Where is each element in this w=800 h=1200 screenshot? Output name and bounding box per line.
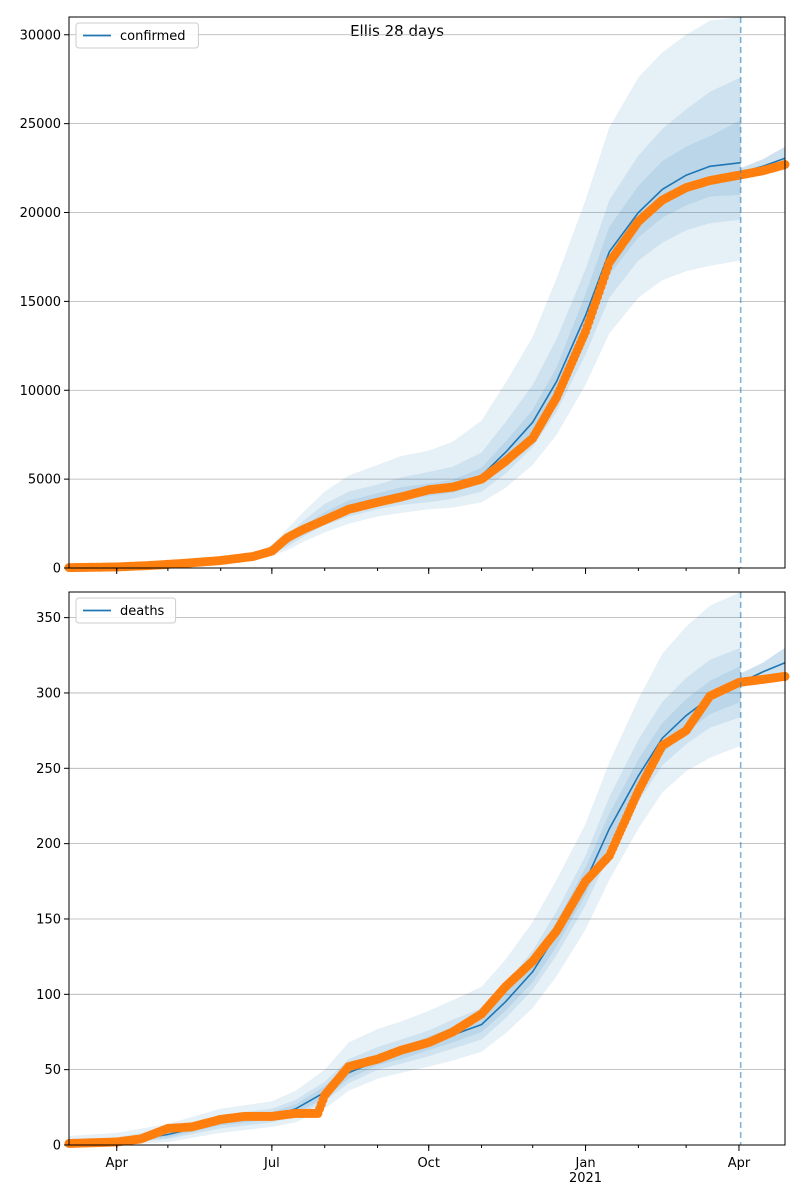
x-tick-label: Apr xyxy=(728,1156,751,1171)
x-tick-label: Jan xyxy=(575,1156,596,1171)
legend-box xyxy=(75,597,177,624)
uncertainty-band-outer xyxy=(69,17,741,568)
y-tick-label: 0 xyxy=(53,562,61,577)
y-tick-label: 0 xyxy=(53,1139,61,1154)
axes-frame xyxy=(68,591,786,1146)
chart-title: Ellis 28 days xyxy=(350,22,444,40)
y-tick-label: 5000 xyxy=(28,473,61,488)
x-tick-label: Oct xyxy=(417,1156,439,1171)
y-tick-label: 300 xyxy=(36,686,61,701)
y-tick-label: 50 xyxy=(44,1063,61,1078)
y-tick-label: 25000 xyxy=(20,117,61,132)
y-tick-label: 250 xyxy=(36,762,61,777)
legend-label: confirmed xyxy=(120,29,186,44)
y-tick-label: 100 xyxy=(36,988,61,1003)
y-tick-label: 20000 xyxy=(20,206,61,221)
axes-frame xyxy=(68,16,786,569)
uncertainty-band-inner xyxy=(69,120,741,568)
x-tick-label: Jul xyxy=(263,1156,280,1171)
uncertainty-band-middle xyxy=(69,77,741,568)
legend-label: deaths xyxy=(120,604,165,619)
x-tick-sublabel: 2021 xyxy=(569,1171,602,1186)
uncertainty-band-outer xyxy=(69,592,741,1145)
y-tick-label: 200 xyxy=(36,837,61,852)
y-tick-label: 15000 xyxy=(20,295,61,310)
observed-series xyxy=(64,671,790,1148)
y-tick-label: 10000 xyxy=(20,384,61,399)
legend-box xyxy=(75,22,199,49)
y-tick-label: 350 xyxy=(36,611,61,626)
confirmed-panel: 0 5000 10000 15000 20000 25000 30000 confirmed xyxy=(20,16,790,577)
y-tick-label: 30000 xyxy=(20,28,61,43)
y-tick-label: 150 xyxy=(36,912,61,927)
x-tick-label: Apr xyxy=(105,1156,128,1171)
